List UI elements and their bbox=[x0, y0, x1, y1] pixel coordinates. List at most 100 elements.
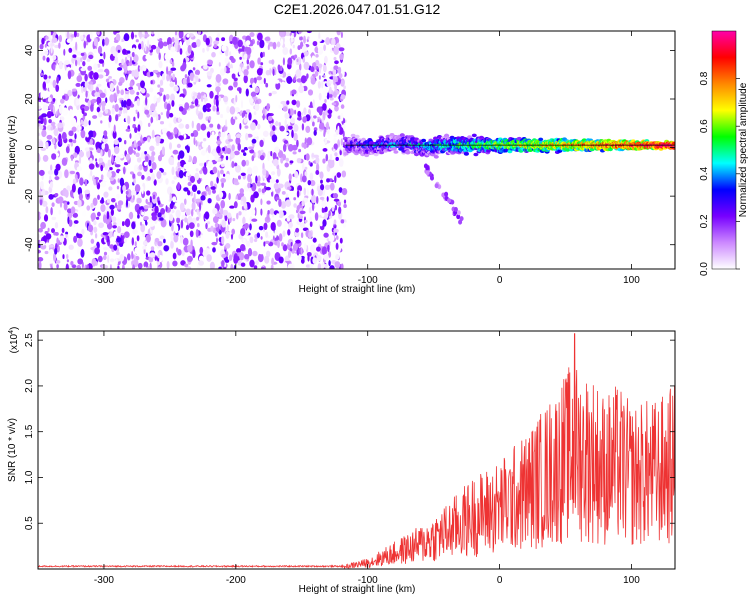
heatmap-cell bbox=[128, 62, 133, 66]
heatmap-cell bbox=[188, 142, 191, 147]
heatmap-cell bbox=[228, 85, 234, 91]
heatmap-cell bbox=[263, 241, 266, 247]
heatmap-cell bbox=[321, 261, 325, 269]
heatmap-cell bbox=[233, 264, 236, 269]
heatmap-cell bbox=[67, 70, 72, 80]
heatmap-cell bbox=[278, 210, 284, 219]
heatmap-cell bbox=[43, 117, 47, 126]
heatmap-cell bbox=[177, 182, 181, 191]
heatmap-cell bbox=[214, 222, 219, 228]
heatmap-cell bbox=[238, 66, 242, 76]
heatmap-cell bbox=[86, 133, 89, 138]
heatmap-cell bbox=[260, 236, 263, 240]
heatmap-cell bbox=[486, 149, 491, 153]
heatmap-cell bbox=[145, 234, 151, 243]
heatmap-cell bbox=[272, 68, 275, 76]
heatmap-cell bbox=[163, 245, 170, 252]
heatmap-cell bbox=[51, 202, 55, 207]
heatmap-cell bbox=[233, 81, 238, 88]
heatmap-cell bbox=[325, 121, 330, 131]
heatmap-cell bbox=[77, 125, 82, 131]
heatmap-cell bbox=[256, 67, 263, 76]
heatmap-cell bbox=[340, 263, 344, 269]
heatmap-cell bbox=[209, 123, 214, 128]
heatmap-cell bbox=[109, 258, 115, 263]
heatmap-cell bbox=[86, 231, 92, 241]
heatmap-cell bbox=[175, 247, 179, 253]
heatmap-cell bbox=[64, 222, 69, 230]
heatmap-cell bbox=[244, 113, 248, 119]
heatmap-cell bbox=[95, 87, 100, 93]
heatmap-cell bbox=[62, 107, 69, 116]
heatmap-cell bbox=[278, 198, 282, 208]
heatmap-cell bbox=[240, 99, 244, 109]
heatmap-cell bbox=[138, 85, 141, 91]
heatmap-cell bbox=[112, 130, 117, 139]
heatmap-cell bbox=[282, 143, 287, 152]
heatmap-cell bbox=[125, 128, 131, 132]
heatmap-cell bbox=[126, 98, 132, 107]
heatmap-cell bbox=[278, 233, 283, 242]
heatmap-cell bbox=[219, 187, 222, 195]
heatmap-cell bbox=[100, 149, 103, 157]
heatmap-cell bbox=[233, 181, 240, 186]
heatmap-cell bbox=[219, 68, 226, 76]
heatmap-cell bbox=[322, 219, 327, 227]
heatmap-cell bbox=[211, 241, 218, 246]
heatmap-cell bbox=[200, 195, 206, 201]
heatmap-cell bbox=[255, 260, 259, 266]
heatmap-cell bbox=[275, 81, 281, 90]
heatmap-cell bbox=[280, 100, 287, 105]
heatmap-cell bbox=[157, 32, 160, 40]
heatmap-cell bbox=[150, 172, 156, 182]
heatmap-cell bbox=[136, 197, 142, 204]
heatmap-cell bbox=[137, 65, 141, 73]
heatmap-cell bbox=[334, 205, 338, 211]
heatmap-cell bbox=[318, 108, 323, 116]
heatmap-cell bbox=[203, 138, 207, 142]
heatmap-cell bbox=[135, 152, 140, 158]
heatmap-cell bbox=[97, 45, 103, 55]
heatmap-cell bbox=[178, 150, 185, 159]
heatmap-cell bbox=[235, 165, 241, 173]
heatmap-cell bbox=[137, 171, 142, 177]
heatmap-cell bbox=[50, 207, 53, 216]
heatmap-cell bbox=[237, 260, 242, 266]
heatmap-cell bbox=[147, 176, 151, 181]
heatmap-cell bbox=[291, 186, 294, 191]
heatmap-cell bbox=[129, 133, 132, 139]
heatmap-cell bbox=[91, 257, 97, 267]
heatmap-cell bbox=[58, 209, 62, 215]
heatmap-cell bbox=[88, 81, 94, 85]
heatmap-cell bbox=[340, 94, 346, 100]
heatmap-cell bbox=[88, 130, 94, 138]
heatmap-cell bbox=[133, 178, 136, 185]
heatmap-cell bbox=[117, 225, 122, 234]
heatmap-cell bbox=[254, 207, 257, 216]
heatmap-cell bbox=[163, 238, 166, 244]
heatmap-cell bbox=[132, 264, 136, 269]
heatmap-cell bbox=[76, 264, 82, 269]
heatmap-cell bbox=[106, 211, 110, 220]
heatmap-cell bbox=[182, 190, 187, 200]
heatmap-cell bbox=[317, 46, 324, 55]
heatmap-cell bbox=[185, 153, 189, 162]
heatmap-cell bbox=[134, 86, 137, 92]
heatmap-cell bbox=[46, 57, 50, 63]
heatmap-cell bbox=[270, 264, 274, 269]
heatmap-cell bbox=[335, 129, 340, 136]
heatmap-cell bbox=[311, 188, 314, 196]
heatmap-cell bbox=[421, 138, 427, 143]
heatmap-cell bbox=[236, 212, 239, 220]
heatmap-cell bbox=[94, 91, 100, 97]
heatmap-cell bbox=[69, 170, 76, 175]
heatmap-cell bbox=[328, 210, 331, 217]
heatmap-cell bbox=[244, 125, 249, 129]
heatmap-cell bbox=[253, 265, 258, 269]
heatmap-cell bbox=[331, 44, 335, 49]
heatmap-cell bbox=[51, 37, 58, 43]
heatmap-cell bbox=[66, 38, 72, 44]
heatmap-cell bbox=[114, 103, 119, 113]
heatmap-cell bbox=[50, 265, 53, 269]
heatmap-cell bbox=[155, 114, 159, 122]
